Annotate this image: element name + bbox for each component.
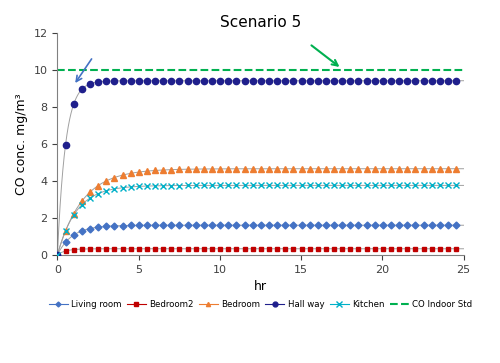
- Bedroom: [294, 167, 300, 171]
- Bedroom2: [54, 253, 60, 257]
- Living room: [238, 223, 244, 227]
- Hall way: [126, 78, 132, 83]
- Hall way: [238, 78, 244, 83]
- Bedroom: [54, 253, 60, 257]
- Kitchen: [159, 184, 165, 188]
- Living room: [326, 223, 332, 227]
- Living room: [294, 223, 300, 227]
- X-axis label: hr: hr: [254, 280, 267, 293]
- Bedroom2: [238, 246, 244, 251]
- Kitchen: [238, 183, 244, 188]
- CO Indoor Std: [54, 68, 60, 72]
- Line: Bedroom: Bedroom: [54, 166, 467, 258]
- Living room: [460, 223, 466, 227]
- Bedroom: [360, 167, 366, 171]
- Hall way: [326, 78, 332, 83]
- Line: Living room: Living room: [55, 223, 466, 257]
- Hall way: [294, 78, 300, 83]
- Y-axis label: CO conc. mg/m³: CO conc. mg/m³: [15, 93, 28, 195]
- Kitchen: [460, 183, 466, 188]
- Hall way: [361, 78, 367, 83]
- Hall way: [54, 253, 60, 257]
- Bedroom: [326, 167, 332, 171]
- Bedroom2: [294, 246, 300, 251]
- Bedroom: [126, 171, 132, 176]
- Living room: [54, 253, 60, 257]
- Bedroom2: [159, 246, 165, 251]
- Kitchen: [54, 253, 60, 257]
- Bedroom2: [126, 246, 132, 251]
- Legend: Living room, Bedroom2, Bedroom, Hall way, Kitchen, CO Indoor Std: Living room, Bedroom2, Bedroom, Hall way…: [46, 297, 476, 313]
- Kitchen: [360, 183, 366, 188]
- Line: Bedroom2: Bedroom2: [55, 246, 466, 257]
- Kitchen: [126, 185, 132, 189]
- Line: Hall way: Hall way: [54, 78, 467, 258]
- Bedroom: [238, 167, 244, 171]
- Living room: [159, 223, 165, 228]
- Bedroom2: [326, 246, 332, 251]
- CO Indoor Std: [70, 68, 76, 72]
- Bedroom: [159, 168, 165, 172]
- Bedroom2: [460, 246, 466, 251]
- Living room: [126, 223, 132, 228]
- Bedroom2: [361, 246, 367, 251]
- Kitchen: [326, 183, 332, 188]
- Line: Kitchen: Kitchen: [54, 182, 467, 258]
- Kitchen: [294, 183, 300, 188]
- Hall way: [460, 78, 466, 83]
- Hall way: [359, 78, 365, 83]
- Hall way: [159, 78, 165, 83]
- Bedroom2: [359, 246, 365, 251]
- Bedroom: [460, 167, 466, 171]
- Living room: [360, 223, 366, 227]
- Title: Scenario 5: Scenario 5: [220, 15, 301, 30]
